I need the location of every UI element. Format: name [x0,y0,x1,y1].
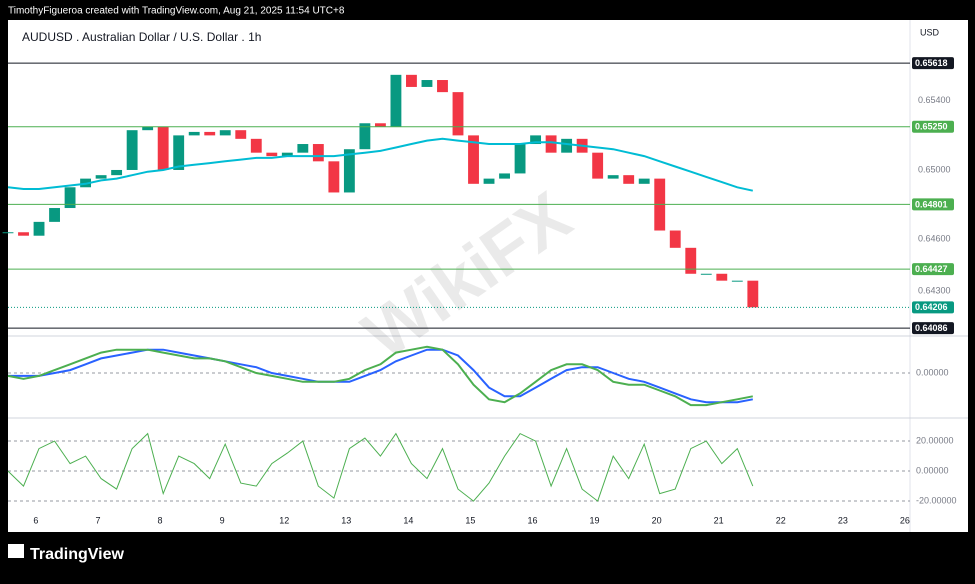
currency: USD [920,27,940,37]
candle [95,175,107,179]
y-tick-label: 0.65400 [918,95,951,105]
candle [592,152,604,179]
chart-area [8,20,968,532]
candle [499,173,510,179]
candle [312,144,324,162]
candle [18,232,29,236]
candle [328,161,340,193]
level-label: 0.65250 [915,122,948,132]
y-tick-label: 0.64300 [918,285,951,295]
x-tick-label: 26 [900,515,910,525]
candle [607,175,619,179]
candle [219,130,231,136]
candle [33,221,45,236]
candle [281,152,293,157]
x-tick-label: 9 [220,515,225,525]
candle [638,178,650,184]
candle [685,247,697,274]
x-tick-label: 23 [838,515,848,525]
y-tick-label: 0.65000 [918,164,951,174]
candle [452,92,464,136]
candle [530,135,542,145]
y-tick-label: 0.00000 [916,465,949,475]
level-box [912,263,954,276]
candle [437,80,448,93]
candle [297,144,309,153]
candle [731,280,743,282]
candle [716,273,728,281]
x-tick-label: 22 [776,515,786,525]
candle [700,273,712,275]
level-label: 0.64427 [915,264,948,274]
candle [545,135,557,153]
candle [126,130,138,170]
level-box [912,57,954,70]
level-box [912,120,954,133]
credit: TimothyFigueroa created with TradingView… [8,6,345,17]
candle [514,144,526,174]
candle [390,74,402,127]
candle [561,138,573,153]
x-tick-label: 16 [527,515,537,525]
level-label: 0.64086 [915,323,948,333]
candle [142,126,154,131]
candle [49,208,60,222]
y-tick-label: 0.64600 [918,234,951,244]
y-tick-label: 0.00000 [916,367,949,377]
candle [157,126,169,170]
candle [669,230,681,248]
y-tick-label: 20.00000 [916,435,954,445]
candle [406,74,417,87]
x-tick-label: 6 [33,515,38,525]
logo-icon [8,544,24,558]
candle [359,123,371,150]
moving-average [7,137,754,192]
candle [468,135,479,184]
candle [483,178,495,184]
chart-title: AUDUSD . Australian Dollar / U.S. Dollar… [22,30,261,44]
indicator-line [8,348,753,404]
x-tick-label: 20 [652,515,662,525]
x-tick-label: 12 [279,515,289,525]
level-label: 0.64801 [915,199,948,209]
candle [623,175,635,184]
candle [747,280,759,308]
candle [421,80,433,87]
candle [374,123,386,127]
y-tick-label: -20.00000 [916,495,957,505]
candle [343,149,355,193]
level-label: 0.64206 [915,302,948,312]
candle [173,135,185,170]
x-tick-label: 7 [95,515,100,525]
candle [64,187,76,209]
x-tick-label: 15 [465,515,475,525]
brand: TradingView [30,546,125,563]
x-tick-label: 14 [403,515,413,525]
candle [250,138,262,153]
candle [235,130,247,139]
x-tick-label: 19 [590,515,600,525]
candle [266,152,278,157]
candle [204,131,216,136]
level-box [912,301,954,314]
level-box [912,198,954,211]
x-tick-label: 13 [341,515,351,525]
indicator-line [7,345,753,407]
candle [188,131,200,136]
level-box [912,322,954,335]
candle [2,232,14,234]
x-tick-label: 8 [158,515,163,525]
level-label: 0.65618 [915,58,948,68]
candle [111,169,123,176]
x-tick-label: 21 [714,515,724,525]
indicator-line [7,432,754,502]
